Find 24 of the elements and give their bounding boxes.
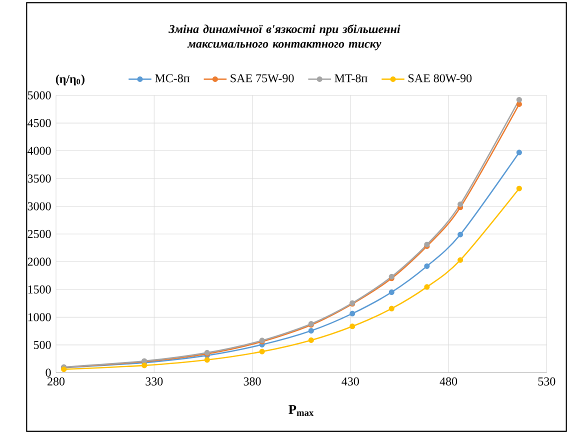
y-tick-label: 0 — [46, 368, 51, 377]
y-tick-label: 1500 — [28, 285, 51, 294]
y-tick-label: 3000 — [28, 202, 51, 210]
y-tick-label: 2500 — [28, 230, 51, 238]
y-tick-label: 5000 — [28, 91, 51, 100]
y-tick-label: 3500 — [28, 174, 51, 183]
y-axis-title: (η/η$_{0}$) — [56, 74, 84, 86]
legend-label: SAE 80W-90 — [408, 74, 472, 82]
y-tick-label: 4000 — [28, 146, 51, 155]
y-tick-label: 500 — [34, 340, 51, 349]
x-tick-label: 330 — [146, 377, 163, 386]
x-tick-label: 280 — [48, 377, 65, 386]
x-tick-label: 430 — [342, 377, 359, 386]
x-tick-label: 480 — [440, 377, 458, 386]
y-tick-label: 4500 — [28, 119, 51, 128]
y-tick-label: 2000 — [28, 258, 51, 266]
legend-label: MC-8п — [155, 74, 190, 82]
legend-label: SAE 75W-90 — [230, 74, 294, 82]
x-tick-label: 380 — [244, 377, 261, 386]
legend-label: MT-8п — [334, 74, 368, 82]
chart-title: Зміна динамічної в'язкості при збільшенні максимального контактного тиску — [168, 24, 400, 50]
x-axis-title: P$_{max}$ — [288, 405, 314, 416]
y-tick-label: 1000 — [28, 313, 51, 322]
x-tick-label: 530 — [538, 377, 556, 386]
